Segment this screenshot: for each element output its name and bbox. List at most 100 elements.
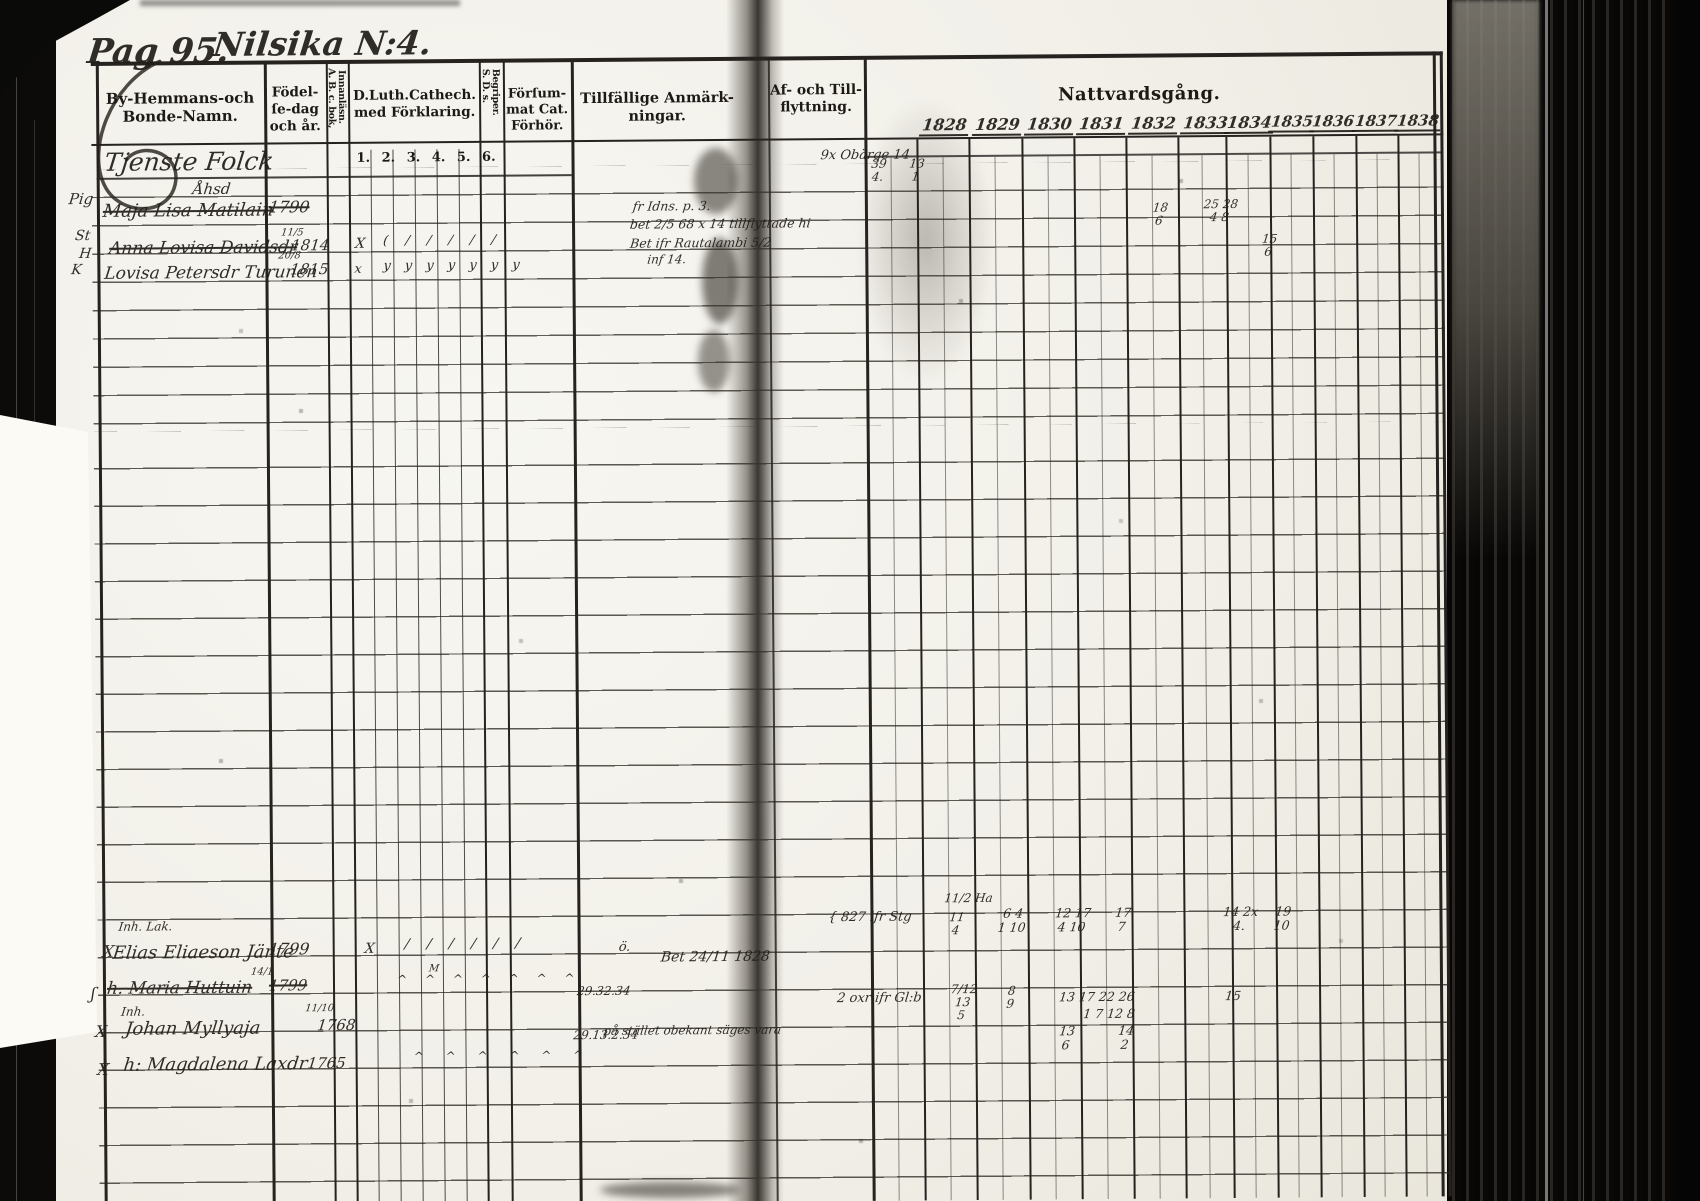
row-birth-year: 1768	[316, 1015, 357, 1035]
col-header-missed-line3: Förhör.	[511, 118, 564, 134]
col-header-name-line1: By-Hemmans-och	[105, 88, 255, 108]
col-header-remarks-line1: Tillfällige Anmärk-	[580, 88, 734, 108]
year-label-1838: 1838	[1393, 111, 1443, 132]
year-label-1828: 1828	[918, 115, 970, 137]
margin-note: H	[78, 245, 93, 263]
year-label-1837: 1837	[1351, 111, 1401, 133]
catechism-subcolumn-numbers: 1. 2. 3. 4. 5. 6.	[356, 149, 496, 166]
row-birth-year: 1815	[289, 260, 330, 279]
row-birth-year: 1799	[267, 939, 311, 959]
ink-flourish	[96, 59, 178, 211]
communion-mark: 13 1	[908, 156, 926, 184]
abc-mark: X	[354, 235, 367, 252]
col-header-name-line2: Bonde-Namn.	[122, 106, 238, 126]
folded-page-corner	[0, 415, 97, 1048]
catechism-marks: ^ ^ ^ ^ ^ ^ ^	[396, 971, 576, 987]
migration-note: 9x Obärge 14	[819, 147, 911, 164]
scan-edge-smudge	[140, 0, 460, 6]
remark-note: på stället obekant säges vara	[602, 1022, 783, 1038]
year-text: 1832	[1127, 113, 1179, 135]
year-label-1830: 1830	[1023, 114, 1075, 136]
abc-mark: X	[363, 940, 376, 957]
migration-note: 2 oxr ifr Gl:b	[836, 990, 923, 1007]
film-dark-edge	[1674, 0, 1700, 1201]
row-name: Anna Lovisa Davidsdr	[108, 237, 299, 259]
communion-mark: 18 6	[1151, 200, 1169, 228]
year-text: 1838	[1393, 111, 1443, 132]
year-label-1829: 1829	[971, 114, 1023, 137]
row-birth-year: 1799	[267, 976, 309, 995]
section-heading-servants: Tjenste Folck	[102, 146, 276, 177]
sds-mark: ö.	[617, 939, 632, 955]
communion-mark: 11/2 Ha	[943, 890, 994, 906]
communion-mark: 25 28 4 8	[1202, 196, 1239, 225]
row-birth-year: 1790	[267, 197, 311, 217]
col-header-communion: Nattvardsgång.	[1057, 83, 1221, 106]
remark-note: Bet ifr Rautalambi 5/2	[629, 234, 773, 251]
row-birth-year: 1765	[306, 1053, 347, 1073]
margin-cross: X	[94, 1021, 108, 1041]
col-header-begriper: Begriper.	[489, 68, 502, 116]
communion-mark: 15 6	[1261, 231, 1279, 259]
communion-mark: 15	[1224, 987, 1242, 1004]
catechism-marks: y y y y y y y	[382, 257, 521, 274]
migration-note: { 827 ifr Stg	[827, 909, 913, 926]
catechism-marks: / / / / / /	[403, 935, 522, 953]
year-label-1833: 1833	[1179, 112, 1231, 135]
communion-mark: 11 4	[948, 910, 966, 938]
section-heading-lodgers-2: Inh.	[120, 1004, 147, 1019]
communion-mark: 12 17 4 10	[1054, 905, 1092, 934]
col-header-birth-line1: Födel-	[271, 84, 319, 101]
year-text: 1828	[918, 115, 970, 137]
communion-mark: 13 17 22 26	[1058, 988, 1136, 1005]
col-header-catechism-line1: D.Luth.Cathech.	[353, 86, 477, 104]
row-name: h. Maria Huttuin	[105, 977, 254, 999]
film-scratch	[1583, 0, 1584, 1201]
communion-mark: 13 6	[1058, 1023, 1077, 1052]
scan-speckles	[0, 0, 2, 2]
year-label-1834: 1834	[1223, 112, 1275, 135]
communion-mark: 19 10	[1272, 903, 1293, 933]
communion-mark: 17 7	[1114, 904, 1133, 934]
year-text: 1837	[1351, 111, 1401, 133]
communion-mark: 39 4.	[870, 156, 888, 184]
section-heading-lodgers: Inh. Lak.	[117, 919, 174, 934]
margin-note: St	[74, 227, 92, 245]
margin-squiggle: ʃ	[89, 983, 97, 1003]
communion-mark: 14 2x 4.	[1222, 903, 1260, 933]
year-text: 1836	[1308, 112, 1358, 133]
section-subheading: Åhsd	[191, 179, 232, 199]
row-name: Maja Lisa Matilain	[101, 199, 275, 222]
year-label-1836: 1836	[1308, 112, 1358, 133]
row-birth-fraction: 11/10	[304, 1003, 335, 1015]
year-text: 1830	[1023, 114, 1075, 136]
col-header-birth-line2: ſe-dag	[271, 101, 319, 118]
margin-note: K	[70, 262, 83, 279]
col-header-catechism-line2: med Förklaring.	[353, 103, 476, 121]
remark-note: Bet 24/11 1828	[659, 948, 771, 966]
letter-mark: M	[428, 963, 440, 975]
margin-cross: X	[96, 1059, 111, 1079]
remark-note: fr Idns. p. 3.	[632, 198, 712, 214]
catechism-marks: ( / / / / /	[382, 232, 497, 249]
film-gray-band	[1453, 0, 1539, 560]
missed-exams-numbers: 29.32.34	[576, 983, 632, 999]
catechism-marks: ^ ^ ^ ^ ^ ^	[412, 1048, 584, 1064]
communion-mark: 6 4 1 10	[996, 905, 1027, 935]
communion-mark: 14 2	[1117, 1022, 1136, 1052]
col-header-birth-line3: och år.	[269, 118, 321, 135]
communion-mark: 1 7 12 8	[1082, 1005, 1136, 1022]
col-header-migration-line2: flyttning.	[780, 98, 852, 116]
year-text: 1829	[971, 114, 1023, 137]
communion-mark: 7/12 13 5	[949, 982, 979, 1023]
row-name: h: Magdalena Laxdr	[122, 1053, 309, 1076]
col-header-migration-line1: Af- och Till-	[769, 81, 863, 99]
village-title: Nilsika N:4.	[211, 23, 434, 64]
year-label-1831: 1831	[1075, 113, 1127, 136]
col-header-abc-reading: Innanläsn.	[335, 69, 348, 124]
col-header-missed-line1: Förſum-	[507, 86, 567, 102]
col-header-remarks-line2: ningar.	[628, 107, 686, 125]
year-text: 1831	[1075, 113, 1127, 136]
margin-note: Pig	[67, 189, 95, 209]
